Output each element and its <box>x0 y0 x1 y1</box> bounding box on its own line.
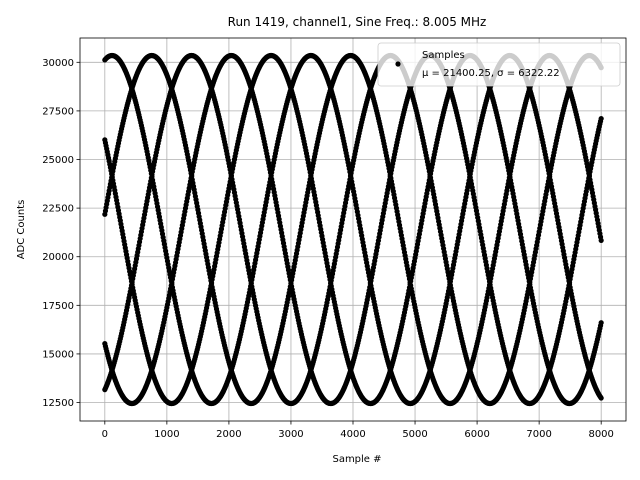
y-tick-label: 22500 <box>42 204 74 215</box>
y-axis-label: ADC Counts <box>16 200 27 260</box>
chart-title: Run 1419, channel1, Sine Freq.: 8.005 MH… <box>228 15 487 29</box>
y-tick-label: 20000 <box>42 252 74 263</box>
x-axis-ticks: 0 1000 2000 3000 4000 5000 6000 7000 8000 <box>102 421 614 440</box>
y-tick-label: 25000 <box>42 155 74 166</box>
sample-point <box>598 237 604 244</box>
x-tick-label: 8000 <box>588 429 613 440</box>
legend: Samples μ = 21400.25, σ = 6322.22 <box>377 42 621 87</box>
x-tick-label: 0 <box>102 429 108 440</box>
sample-point <box>598 320 604 326</box>
legend-box <box>377 42 621 87</box>
y-tick-label: 12500 <box>42 398 74 409</box>
y-tick-label: 30000 <box>42 58 74 69</box>
y-axis-ticks: 12500 15000 17500 20000 22500 25000 27500 30000 <box>42 58 80 409</box>
x-tick-label: 4000 <box>340 429 365 440</box>
x-tick-label: 5000 <box>402 429 427 440</box>
x-tick-label: 1000 <box>154 429 179 440</box>
sample-point <box>598 115 604 122</box>
y-tick-label: 27500 <box>42 106 74 117</box>
x-tick-label: 2000 <box>216 429 241 440</box>
legend-series-name: Samples <box>422 50 465 61</box>
x-tick-label: 3000 <box>278 429 303 440</box>
data-points <box>102 52 604 407</box>
x-axis-label: Sample # <box>332 454 381 465</box>
y-tick-label: 15000 <box>42 349 74 360</box>
legend-marker <box>395 61 401 67</box>
legend-stats: μ = 21400.25, σ = 6322.22 <box>422 68 560 79</box>
sample-point <box>598 395 604 401</box>
x-tick-label: 7000 <box>526 429 551 440</box>
y-tick-label: 17500 <box>42 301 74 312</box>
x-tick-label: 6000 <box>464 429 489 440</box>
